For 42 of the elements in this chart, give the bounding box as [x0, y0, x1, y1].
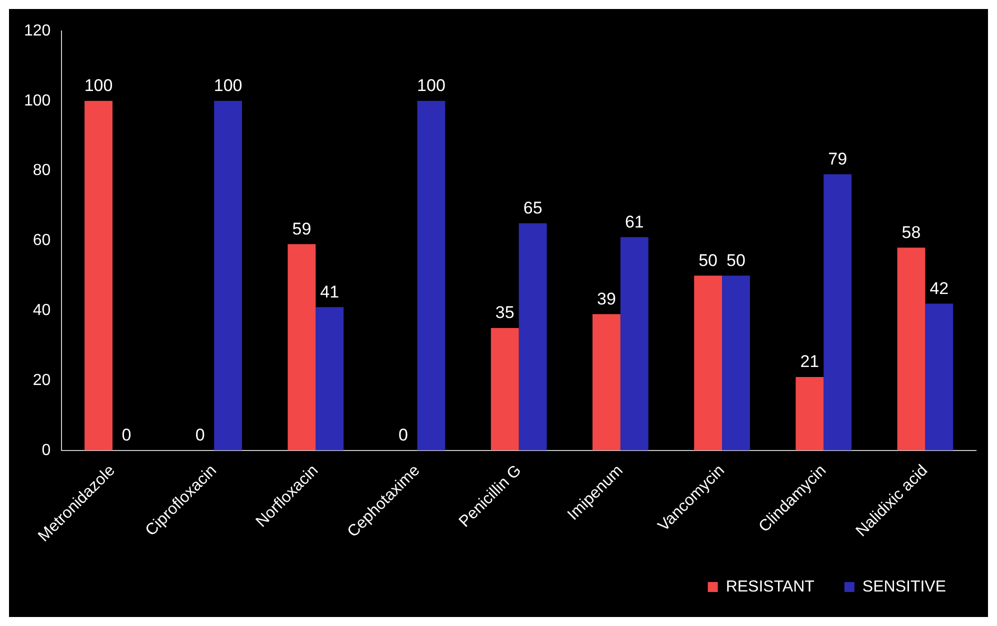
data-label: 41	[320, 282, 340, 302]
bar	[518, 223, 547, 450]
data-label: 39	[597, 289, 616, 308]
bar	[214, 100, 242, 450]
bar	[925, 304, 954, 450]
y-tick-label: 40	[32, 302, 51, 319]
bar	[417, 100, 446, 450]
y-tick-label: 60	[32, 232, 51, 250]
data-label: 0	[195, 426, 205, 445]
data-label: 100	[84, 76, 113, 96]
bar	[490, 328, 519, 450]
bar	[824, 174, 852, 450]
bar	[316, 307, 344, 450]
y-tick-label: 20	[32, 372, 51, 389]
bar	[592, 314, 620, 450]
data-label: 100	[417, 76, 446, 96]
bar	[796, 376, 824, 450]
y-tick-label: 80	[32, 162, 51, 180]
data-label: 58	[902, 222, 921, 242]
data-label: 21	[800, 352, 820, 372]
bar	[84, 100, 112, 450]
data-label: 59	[292, 219, 312, 238]
data-label: 50	[726, 250, 746, 270]
legend-label: SENSITIVE	[862, 578, 946, 596]
legend-label: RESISTANT	[726, 578, 815, 596]
bar	[722, 276, 750, 450]
data-label: 100	[214, 76, 242, 96]
data-label: 79	[828, 149, 848, 168]
data-label: 50	[698, 250, 718, 270]
data-label: 0	[398, 426, 408, 445]
data-label: 61	[624, 212, 644, 232]
bar	[288, 244, 316, 450]
data-label: 35	[495, 303, 514, 322]
data-label: 42	[930, 278, 949, 298]
bar	[694, 276, 722, 450]
y-tick-label: 100	[24, 92, 51, 110]
y-tick-label: 120	[24, 22, 51, 40]
bar	[620, 237, 648, 450]
y-tick-label: 0	[42, 442, 51, 459]
bar	[897, 248, 926, 450]
data-label: 65	[523, 198, 542, 218]
data-label: 0	[122, 426, 132, 445]
